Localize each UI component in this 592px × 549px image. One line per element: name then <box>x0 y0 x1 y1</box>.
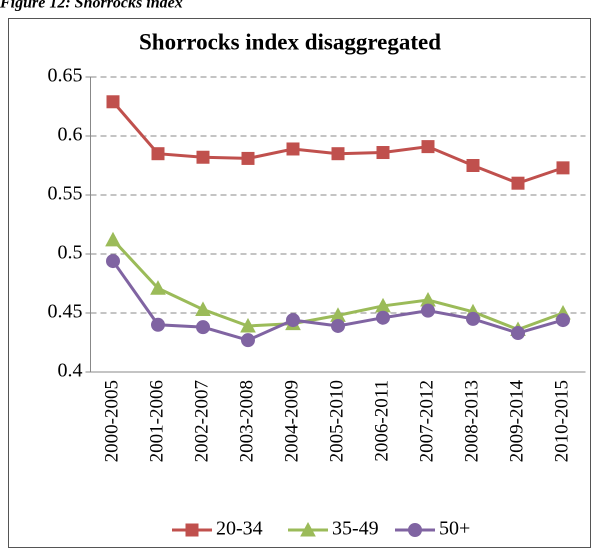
x-tick-label: 2002-2007 <box>191 380 212 462</box>
x-tick-label: 2008-2013 <box>461 380 482 462</box>
y-tick-label: 0.6 <box>58 124 83 146</box>
y-tick-label: 0.4 <box>58 360 83 382</box>
data-point <box>376 310 390 325</box>
data-point <box>331 318 345 333</box>
data-point <box>421 303 435 318</box>
x-tick-label: 2010-2015 <box>551 380 572 462</box>
data-point <box>376 146 390 160</box>
legend-marker <box>300 521 316 537</box>
x-tick-label: 2004-2009 <box>281 380 302 462</box>
data-point <box>466 159 480 172</box>
data-point <box>195 301 211 316</box>
data-point <box>286 313 300 328</box>
data-point <box>556 161 570 175</box>
figure-caption: Figure 12: Shorrocks index <box>0 0 183 12</box>
data-point <box>241 151 255 165</box>
data-point <box>105 231 121 247</box>
data-point <box>241 333 255 348</box>
data-point <box>331 147 345 161</box>
legend-marker <box>185 523 199 537</box>
series-line <box>111 100 564 185</box>
x-tick-label: 2003-2008 <box>236 380 257 462</box>
data-point <box>150 280 166 295</box>
data-point <box>466 311 480 326</box>
data-point <box>511 176 525 190</box>
y-tick-label: 0.5 <box>58 242 83 264</box>
x-tick-label: 2000-2005 <box>101 380 122 462</box>
chart-title: Shorrocks index disaggregated <box>139 29 441 54</box>
x-tick-label: 2001-2006 <box>146 380 167 462</box>
x-tick-label: 2006-2011 <box>371 380 392 462</box>
data-point <box>286 142 300 156</box>
y-tick-label: 0.65 <box>48 65 83 87</box>
data-point <box>240 317 256 333</box>
data-point <box>196 320 210 335</box>
x-tick-label: 2005-2010 <box>326 380 347 462</box>
data-point <box>511 326 525 341</box>
legend-marker <box>408 523 422 537</box>
data-point <box>106 95 120 109</box>
y-tick-label: 0.55 <box>48 183 83 205</box>
x-tick-label: 2009-2014 <box>506 380 527 463</box>
legend-label: 35-49 <box>332 518 379 540</box>
data-point <box>556 313 570 328</box>
y-tick-label: 0.45 <box>48 301 83 323</box>
data-point <box>421 140 435 154</box>
chart-frame <box>8 18 591 548</box>
x-tick-label: 2007-2012 <box>416 380 437 462</box>
data-point <box>151 317 165 332</box>
data-point <box>196 150 210 164</box>
data-point <box>106 254 120 269</box>
legend-label: 20-34 <box>216 518 263 540</box>
legend-label: 50+ <box>439 518 470 540</box>
data-point <box>151 147 165 161</box>
